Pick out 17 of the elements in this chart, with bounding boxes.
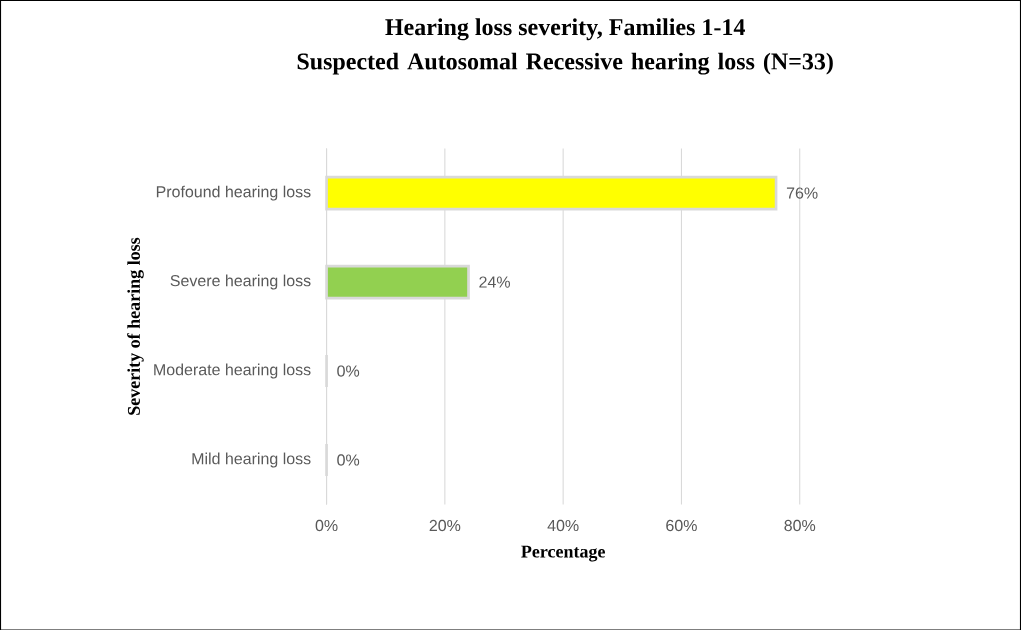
y-tick-label: Profound hearing loss xyxy=(156,185,311,201)
x-tick-label: 40% xyxy=(547,519,579,531)
x-tick-label: 0% xyxy=(315,519,338,531)
chart-subtitle: Suspected Autosomal Recessive hearing loss (N=33) xyxy=(297,52,833,75)
chart-title: Hearing loss severity, Families 1-14 xyxy=(385,18,745,41)
y-axis-title: Severity of hearing loss xyxy=(127,237,144,415)
y-tick-label: Moderate hearing loss xyxy=(154,363,311,379)
data-label: 0% xyxy=(337,454,360,466)
x-tick-label: 60% xyxy=(666,519,697,531)
data-label: 24% xyxy=(479,276,510,288)
x-tick-label: 20% xyxy=(429,519,461,531)
data-label: 76% xyxy=(786,187,818,199)
x-tick-label: 80% xyxy=(784,519,816,531)
x-axis-title: Percentage xyxy=(521,545,605,562)
y-tick-label: Mild hearing loss xyxy=(192,452,311,468)
data-label: 0% xyxy=(337,365,360,377)
y-tick-label: Severe hearing loss xyxy=(170,274,311,290)
